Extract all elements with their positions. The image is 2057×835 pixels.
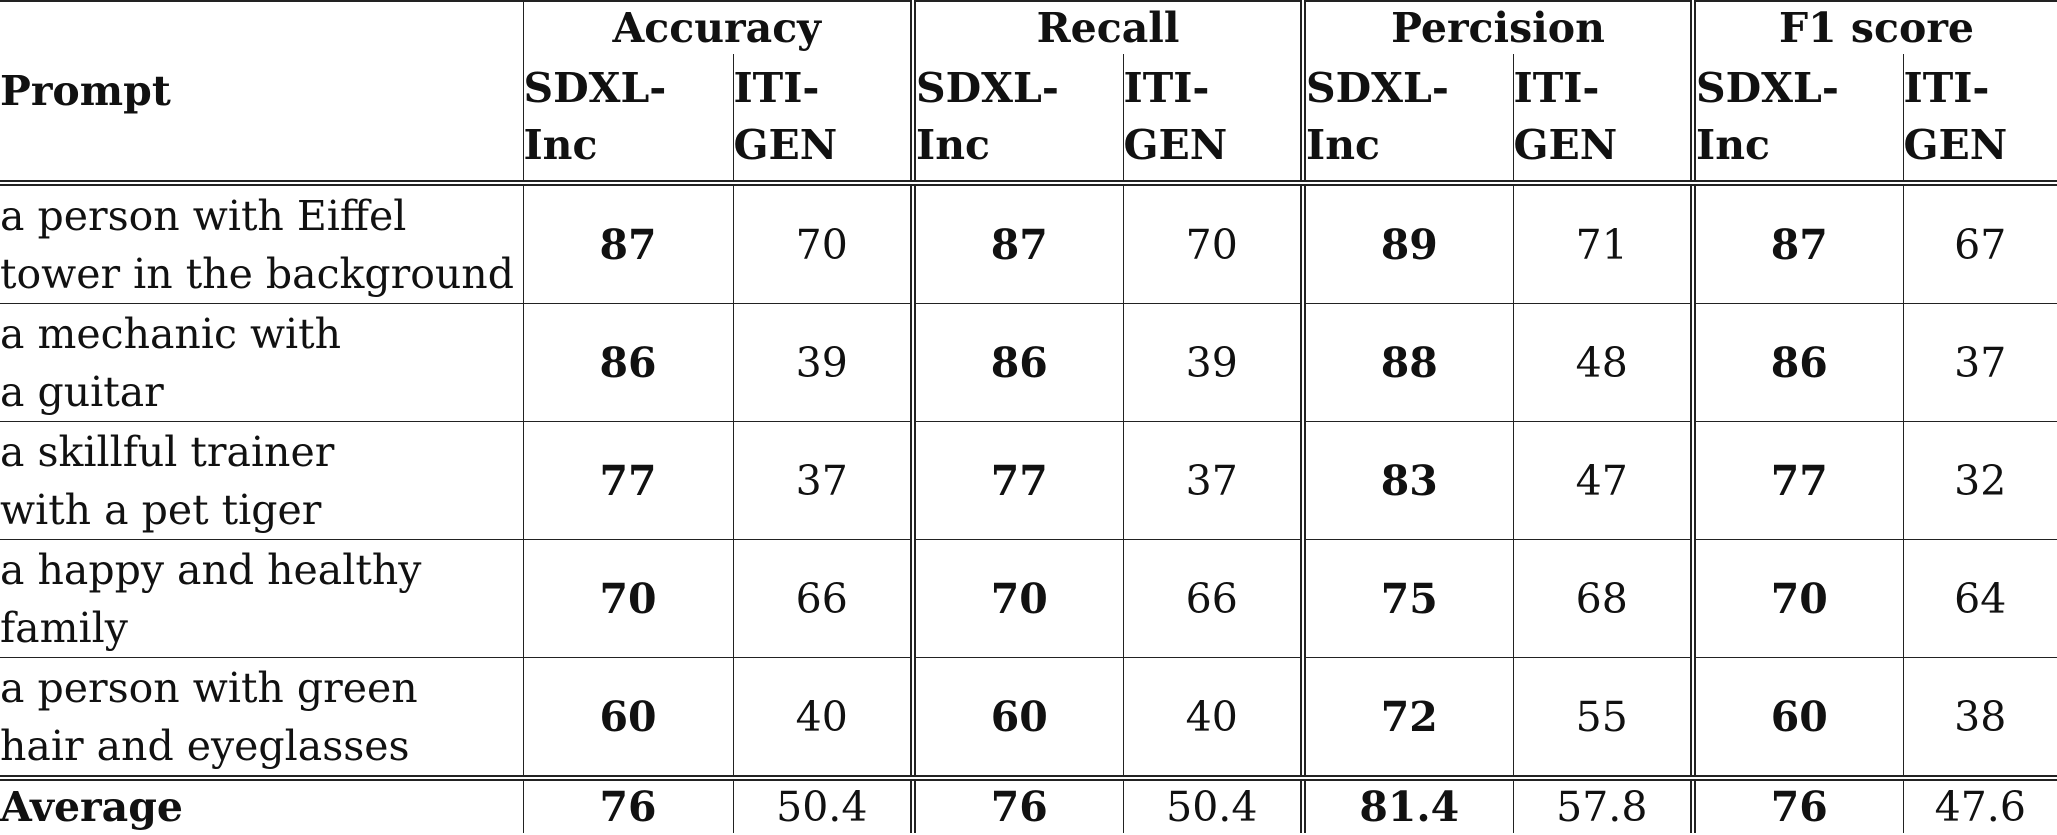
iti-gen-value: 48 — [1512, 303, 1694, 422]
iti-gen-value: 55 — [1512, 657, 1694, 781]
iti-gen-value: 39 — [1122, 303, 1304, 422]
table-row: a person with green hair and eyeglasses 6… — [0, 657, 2057, 781]
iti-gen-value: 70 — [1122, 183, 1304, 304]
iti-gen-value: 37 — [732, 421, 914, 540]
average-sdxl-inc-value: 76 — [522, 778, 733, 833]
iti-gen-value: 64 — [1902, 539, 2057, 658]
iti-gen-value: 37 — [1902, 303, 2057, 422]
sdxl-inc-value: 60 — [1690, 657, 1904, 781]
group-header-f1: F1 score — [1690, 0, 2057, 54]
subheader-iti-gen: ITI- GEN — [1512, 54, 1694, 186]
sdxl-inc-value: 70 — [910, 539, 1124, 658]
prompt-cell: a person with Eiffel tower in the backgr… — [0, 183, 523, 304]
sdxl-inc-value: 86 — [522, 303, 733, 422]
average-sdxl-inc-value: 76 — [1690, 778, 1904, 833]
iti-gen-value: 67 — [1902, 183, 2057, 304]
sdxl-inc-value: 77 — [1690, 421, 1904, 540]
subheader-iti-gen: ITI- GEN — [1902, 54, 2057, 186]
sdxl-inc-value: 77 — [910, 421, 1124, 540]
sdxl-inc-value: 70 — [1690, 539, 1904, 658]
iti-gen-value: 37 — [1122, 421, 1304, 540]
iti-gen-value: 39 — [732, 303, 914, 422]
iti-gen-value: 40 — [1122, 657, 1304, 781]
iti-gen-value: 68 — [1512, 539, 1694, 658]
prompt-cell: a person with green hair and eyeglasses — [0, 657, 523, 781]
sdxl-inc-value: 89 — [1300, 183, 1514, 304]
iti-gen-value: 32 — [1902, 421, 2057, 540]
average-row: Average 76 50.4 76 50.4 81.4 57.8 76 47.6 — [0, 778, 2057, 833]
table-row: a person with Eiffel tower in the backgr… — [0, 183, 2057, 304]
subheader-sdxl-inc: SDXL- Inc — [522, 54, 733, 186]
sdxl-inc-value: 70 — [522, 539, 733, 658]
table-row: a happy and healthy family 70 66 70 66 75 68 70… — [0, 539, 2057, 658]
sdxl-inc-value: 83 — [1300, 421, 1514, 540]
table-row: a mechanic with a guitar 86 39 86 39 88 48 86 37 — [0, 303, 2057, 422]
iti-gen-value: 47 — [1512, 421, 1694, 540]
subheader-sdxl-inc: SDXL- Inc — [1690, 54, 1904, 186]
sdxl-inc-value: 87 — [522, 183, 733, 304]
prompt-header: Prompt — [0, 0, 523, 186]
subheader-sdxl-inc: SDXL- Inc — [910, 54, 1124, 186]
average-iti-gen-value: 57.8 — [1512, 778, 1694, 833]
sdxl-inc-value: 87 — [1690, 183, 1904, 304]
iti-gen-value: 71 — [1512, 183, 1694, 304]
average-iti-gen-value: 50.4 — [1122, 778, 1304, 833]
sdxl-inc-value: 86 — [1690, 303, 1904, 422]
table-row: a skillful trainer with a pet tiger 77 37 7… — [0, 421, 2057, 540]
group-header-precision: Percision — [1300, 0, 1694, 54]
subheader-iti-gen: ITI- GEN — [732, 54, 914, 186]
iti-gen-value: 66 — [732, 539, 914, 658]
average-label: Average — [0, 783, 183, 831]
sdxl-inc-value: 77 — [522, 421, 733, 540]
sdxl-inc-value: 75 — [1300, 539, 1514, 658]
average-iti-gen-value: 50.4 — [732, 778, 914, 833]
sdxl-inc-value: 72 — [1300, 657, 1514, 781]
iti-gen-value: 70 — [732, 183, 914, 304]
average-iti-gen-value: 47.6 — [1902, 778, 2057, 833]
group-header-accuracy: Accuracy — [522, 0, 914, 54]
sdxl-inc-value: 86 — [910, 303, 1124, 422]
subheader-sdxl-inc: SDXL- Inc — [1300, 54, 1514, 186]
iti-gen-value: 38 — [1902, 657, 2057, 781]
prompt-cell: a skillful trainer with a pet tiger — [0, 421, 523, 540]
prompt-cell: a mechanic with a guitar — [0, 303, 523, 422]
sdxl-inc-value: 60 — [910, 657, 1124, 781]
iti-gen-value: 66 — [1122, 539, 1304, 658]
sdxl-inc-value: 88 — [1300, 303, 1514, 422]
prompt-cell: a happy and healthy family — [0, 539, 523, 658]
group-header-recall: Recall — [910, 0, 1304, 54]
sdxl-inc-value: 87 — [910, 183, 1124, 304]
subheader-iti-gen: ITI- GEN — [1122, 54, 1304, 186]
average-sdxl-inc-value: 81.4 — [1300, 778, 1514, 833]
iti-gen-value: 40 — [732, 657, 914, 781]
sdxl-inc-value: 60 — [522, 657, 733, 781]
average-sdxl-inc-value: 76 — [910, 778, 1124, 833]
